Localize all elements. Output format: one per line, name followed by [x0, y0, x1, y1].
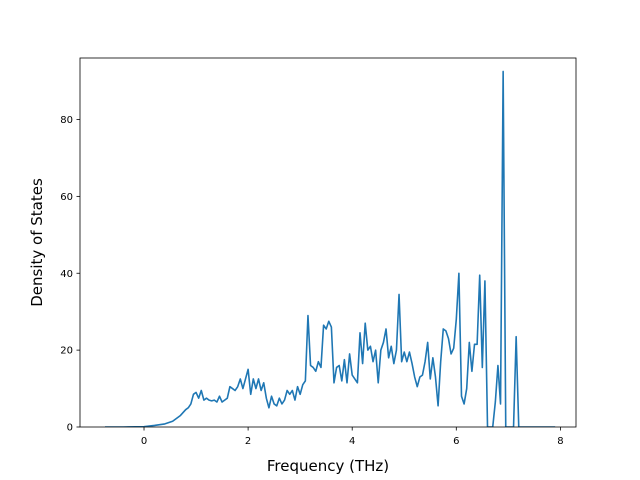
- y-tick-label: 60: [60, 192, 73, 203]
- axes-frame: [79, 57, 577, 428]
- y-tick-label: 20: [60, 346, 73, 357]
- y-tick-label: 80: [60, 115, 73, 126]
- x-tick-label: 6: [453, 436, 459, 447]
- x-axis-label: Frequency (THz): [267, 457, 389, 475]
- plot-layer: [104, 70, 556, 427]
- x-tick-label: 4: [349, 436, 355, 447]
- x-tick-label: 2: [245, 436, 251, 447]
- x-tick-label: 0: [141, 436, 147, 447]
- x-tick-label: 8: [557, 436, 563, 447]
- dos-series-line: [104, 70, 556, 427]
- y-tick-label: 40: [60, 269, 73, 280]
- y-tick-label: 0: [67, 423, 73, 434]
- y-axis-label: Density of States: [28, 178, 46, 307]
